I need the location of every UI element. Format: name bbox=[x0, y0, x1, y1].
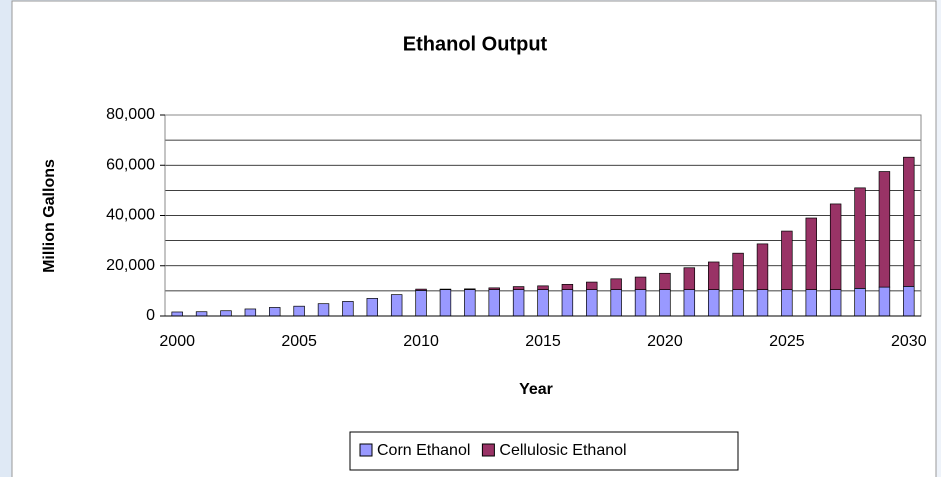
bar bbox=[195, 311, 208, 317]
bar bbox=[732, 252, 744, 290]
y-tick-label: 40,000 bbox=[106, 207, 155, 224]
bar bbox=[634, 289, 647, 317]
y-tick-label: 80,000 bbox=[106, 106, 155, 123]
bar bbox=[512, 286, 525, 290]
bar bbox=[659, 272, 671, 290]
bar bbox=[586, 289, 598, 317]
chart-title: Ethanol Output bbox=[403, 33, 548, 55]
bar bbox=[390, 294, 403, 317]
legend-label: Cellulosic Ethanol bbox=[499, 442, 626, 459]
y-tick-label: 60,000 bbox=[106, 156, 155, 173]
legend-label: Corn Ethanol bbox=[377, 442, 470, 459]
bar bbox=[683, 267, 696, 290]
x-tick-label: 2020 bbox=[647, 333, 683, 350]
legend-box bbox=[349, 431, 739, 471]
bar bbox=[634, 276, 647, 290]
x-tick-label: 2030 bbox=[891, 333, 927, 350]
bar bbox=[171, 311, 183, 317]
x-axis-label: Year bbox=[519, 381, 553, 398]
bar bbox=[805, 289, 817, 317]
bar bbox=[537, 285, 549, 290]
bar bbox=[732, 289, 744, 317]
bar bbox=[829, 289, 842, 317]
bar bbox=[610, 278, 622, 290]
bar bbox=[415, 288, 427, 291]
legend-swatch bbox=[481, 443, 495, 457]
x-tick-label: 2015 bbox=[525, 333, 561, 350]
bar bbox=[903, 286, 915, 317]
chart-area bbox=[11, 0, 937, 477]
bar bbox=[561, 289, 574, 317]
legend-swatch bbox=[359, 443, 373, 457]
bar bbox=[903, 156, 915, 287]
bar bbox=[488, 287, 500, 290]
bar bbox=[756, 289, 769, 317]
bar bbox=[366, 298, 379, 317]
x-tick-label: 2000 bbox=[159, 333, 195, 350]
x-tick-label: 2025 bbox=[769, 333, 805, 350]
bar bbox=[269, 307, 281, 317]
bar bbox=[756, 243, 769, 290]
bar bbox=[829, 203, 842, 290]
x-tick-label: 2010 bbox=[403, 333, 439, 350]
bar bbox=[659, 289, 671, 317]
bar bbox=[317, 303, 330, 317]
bar bbox=[439, 289, 452, 317]
bar bbox=[439, 288, 452, 290]
bar bbox=[586, 281, 598, 290]
x-tick-label: 2005 bbox=[281, 333, 317, 350]
bar bbox=[683, 289, 696, 317]
bar bbox=[464, 288, 476, 290]
bar bbox=[805, 217, 817, 290]
y-axis-label: Million Gallons bbox=[41, 159, 58, 273]
bar bbox=[415, 290, 427, 317]
bar bbox=[220, 310, 232, 317]
bar bbox=[707, 261, 720, 290]
bar bbox=[878, 286, 891, 317]
bar bbox=[464, 289, 476, 317]
bar bbox=[488, 289, 500, 317]
bar bbox=[854, 187, 866, 289]
bar bbox=[537, 289, 549, 317]
bar bbox=[342, 301, 354, 317]
bar bbox=[293, 305, 305, 317]
bar bbox=[244, 308, 257, 317]
bar bbox=[781, 230, 793, 290]
bar bbox=[561, 283, 574, 290]
bar bbox=[512, 289, 525, 317]
bar bbox=[854, 288, 866, 317]
bar bbox=[610, 289, 622, 317]
y-tick-label: 0 bbox=[146, 307, 155, 324]
bar bbox=[707, 289, 720, 317]
bar bbox=[781, 289, 793, 317]
bar bbox=[878, 171, 891, 288]
y-tick-label: 20,000 bbox=[106, 257, 155, 274]
